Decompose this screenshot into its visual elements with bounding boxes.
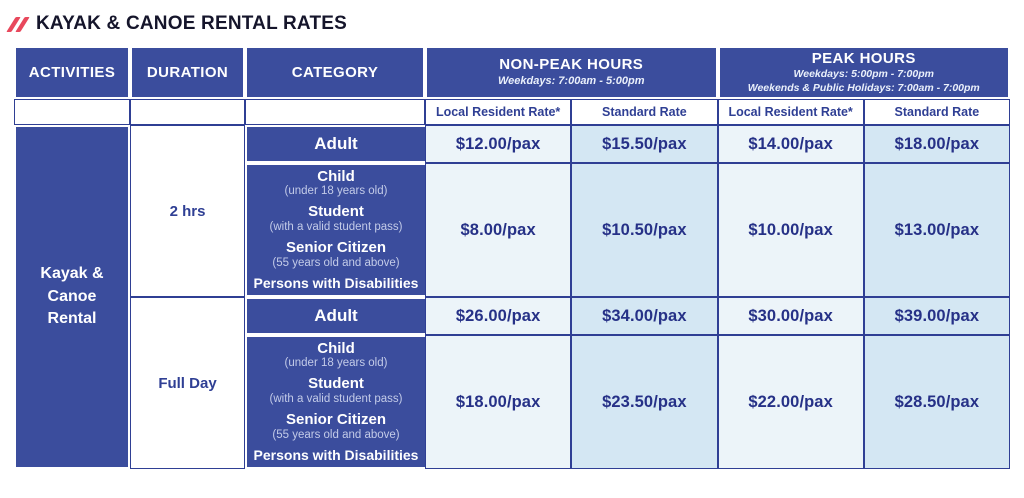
category-name: Senior Citizen [285,411,386,428]
rate-cell: $30.00/pax [717,297,864,335]
activity-cell-kayak-canoe-rental: Kayak & Canoe Rental [14,125,130,469]
rate-cell: $15.50/pax [571,125,718,163]
column-header-duration: DURATION [130,46,245,99]
category-note: (with a valid student pass) [269,221,403,234]
category-entry: Senior Citizen (55 years old and above) [272,239,400,270]
page-title: KAYAK & CANOE RENTAL RATES [36,13,347,34]
rate-cell: $39.00/pax [863,297,1010,335]
category-note: (with a valid student pass) [269,393,403,406]
category-entry: Persons with Disabilities [253,274,419,292]
rate-cell: $8.00/pax [425,163,572,297]
category-note: (55 years old and above) [272,428,400,441]
empty-cell [245,99,425,125]
category-entry: Student (with a valid student pass) [270,376,403,406]
peak-subtitle-weekdays: Weekdays: 5:00pm - 7:00pm [793,67,934,80]
column-header-activities: ACTIVITIES [14,46,130,99]
non-peak-subtitle: Weekdays: 7:00am - 5:00pm [497,75,645,88]
subheader-peak-local-resident-rate: Local Resident Rate* [717,99,864,125]
activity-label: Kayak & Canoe Rental [40,265,104,328]
rate-cell: $12.00/pax [425,125,572,163]
column-header-category: CATEGORY [245,46,425,99]
category-name: Child [317,167,355,185]
column-header-peak-hours: PEAK HOURS Weekdays: 5:00pm - 7:00pm Wee… [717,46,1010,99]
category-entry: Senior Citizen (55 years old and above) [272,411,400,442]
category-entry: Student (with a valid student pass) [270,204,403,234]
category-name: Student [308,203,364,221]
category-cell-adult: Adult [245,125,425,163]
category-name: Senior Citizen [285,239,386,256]
rate-cell: $18.00/pax [425,335,572,469]
peak-subtitle-weekends: Weekends & Public Holidays: 7:00am - 7:0… [747,81,980,94]
category-cell-adult: Adult [245,297,425,335]
category-note: (under 18 years old) [284,185,388,198]
double-slash-icon [6,16,30,32]
subheader-non-peak-local-resident-rate: Local Resident Rate* [425,99,572,125]
category-note: (under 18 years old) [284,357,388,370]
subheader-peak-standard-rate: Standard Rate [863,99,1010,125]
rate-cell: $14.00/pax [717,125,864,163]
non-peak-title: NON-PEAK HOURS [499,56,644,74]
category-note: (55 years old and above) [272,256,400,269]
rate-cell: $23.50/pax [571,335,718,469]
rate-cell: $10.00/pax [717,163,864,297]
rate-cell: $22.00/pax [717,335,864,469]
peak-title: PEAK HOURS [811,49,916,67]
category-entry: Child (under 18 years old) [284,339,388,371]
rate-cell: $28.50/pax [863,335,1010,469]
duration-cell-full-day: Full Day [130,297,245,469]
category-name: Student [308,375,364,393]
rental-rates-table: ACTIVITIES DURATION CATEGORY NON-PEAK HO… [14,46,1010,469]
category-entry: Persons with Disabilities [253,446,419,464]
rate-cell: $26.00/pax [425,297,572,335]
category-cell-concession-group: Child (under 18 years old) Student (with… [245,335,425,469]
category-name: Persons with Disabilities [253,446,419,463]
rate-cell: $18.00/pax [863,125,1010,163]
category-name: Child [317,339,355,357]
empty-cell [130,99,245,125]
rate-cell: $10.50/pax [571,163,718,297]
duration-cell-2hrs: 2 hrs [130,125,245,297]
rate-cell: $13.00/pax [863,163,1010,297]
rate-cell: $34.00/pax [571,297,718,335]
category-entry: Child (under 18 years old) [284,167,388,199]
column-header-non-peak-hours: NON-PEAK HOURS Weekdays: 7:00am - 5:00pm [425,46,718,99]
category-cell-concession-group: Child (under 18 years old) Student (with… [245,163,425,297]
empty-cell [14,99,130,125]
subheader-non-peak-standard-rate: Standard Rate [571,99,718,125]
category-name: Persons with Disabilities [253,274,419,291]
page-header: KAYAK & CANOE RENTAL RATES [6,13,1024,35]
